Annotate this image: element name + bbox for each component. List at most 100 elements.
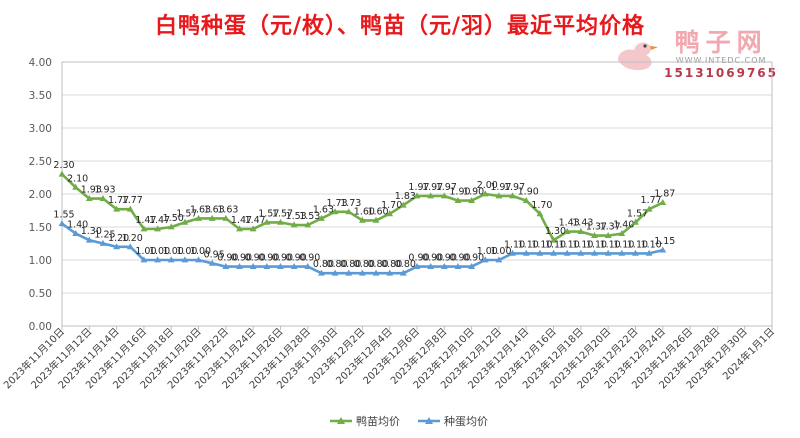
data-label-duckling: 1.47	[135, 215, 156, 226]
data-point-egg	[290, 263, 298, 269]
watermark-logo: 鸭子网 WWW.INTEDC.COM 15131069765	[618, 30, 778, 80]
data-point-duckling	[577, 228, 585, 235]
data-label-egg: 1.25	[94, 230, 115, 241]
data-label-duckling: 1.73	[340, 198, 361, 209]
data-label-egg: 0.90	[245, 253, 266, 264]
data-point-duckling	[468, 197, 476, 203]
data-point-duckling	[167, 223, 175, 230]
data-point-egg	[249, 263, 257, 269]
data-label-duckling: 1.43	[559, 218, 580, 229]
data-point-duckling	[372, 216, 380, 223]
data-label-duckling: 1.97	[422, 182, 443, 193]
data-point-duckling	[604, 231, 612, 238]
data-point-duckling	[481, 190, 489, 197]
data-point-duckling	[386, 210, 394, 217]
data-point-egg	[331, 269, 339, 276]
data-label-duckling: 1.97	[436, 182, 457, 193]
data-point-duckling	[154, 225, 161, 232]
data-point-duckling	[563, 228, 571, 235]
data-label-egg: 1.15	[654, 236, 675, 247]
data-point-egg	[399, 269, 407, 276]
data-point-egg	[154, 256, 161, 263]
data-label-egg: 1.00	[163, 246, 184, 257]
data-label-duckling: 1.47	[149, 215, 170, 226]
data-point-duckling	[427, 192, 435, 199]
data-label-egg: 1.00	[176, 246, 197, 257]
data-label-egg: 1.10	[504, 239, 525, 250]
data-label-duckling: 1.97	[408, 182, 429, 193]
data-point-egg	[604, 249, 612, 256]
data-label-egg: 0.90	[286, 253, 307, 264]
data-point-egg	[563, 249, 571, 256]
data-point-duckling	[249, 225, 257, 232]
data-point-egg	[509, 249, 516, 256]
data-label-duckling: 1.63	[313, 204, 334, 215]
data-label-egg: 0.90	[422, 253, 443, 264]
legend-marker-egg	[425, 417, 433, 424]
data-label-egg: 1.10	[545, 239, 566, 250]
data-point-egg	[236, 263, 243, 269]
data-point-egg	[222, 263, 230, 269]
data-point-duckling	[632, 218, 639, 225]
data-label-duckling: 1.90	[463, 187, 484, 198]
data-point-duckling	[277, 218, 284, 225]
data-point-egg	[358, 269, 366, 276]
data-label-duckling: 1.93	[94, 185, 115, 196]
data-label-duckling: 1.40	[613, 220, 634, 231]
data-label-egg: 0.90	[258, 253, 279, 264]
data-point-egg	[72, 230, 80, 236]
data-point-duckling	[290, 221, 298, 228]
data-label-egg: 0.80	[313, 259, 334, 270]
data-label-duckling: 1.57	[258, 208, 279, 219]
data-label-duckling: 1.57	[272, 208, 293, 219]
data-point-egg	[618, 249, 626, 256]
data-point-egg	[427, 263, 435, 269]
data-label-duckling: 1.50	[163, 213, 184, 224]
data-point-duckling	[413, 192, 421, 199]
data-point-duckling	[263, 218, 271, 225]
data-label-duckling: 1.90	[449, 187, 470, 198]
data-point-duckling	[495, 192, 503, 199]
chart-title: 白鸭种蛋（元/枚）、鸭苗（元/羽）最近平均价格	[154, 14, 646, 39]
legend-label-egg: 种蛋均价	[444, 414, 488, 428]
data-point-duckling	[331, 208, 339, 215]
legend-marker-duckling	[337, 417, 345, 424]
data-label-duckling: 1.63	[190, 204, 211, 215]
data-point-egg	[454, 263, 462, 269]
data-label-egg: 0.90	[299, 253, 320, 264]
data-point-egg	[113, 243, 121, 250]
data-label-duckling: 1.77	[108, 195, 129, 206]
data-label-egg: 1.20	[122, 233, 143, 244]
data-point-egg	[277, 263, 284, 269]
data-point-duckling	[222, 214, 230, 221]
data-label-egg: 1.10	[586, 239, 607, 250]
data-point-egg	[413, 263, 421, 269]
data-point-duckling	[454, 197, 462, 203]
data-label-egg: 0.90	[217, 253, 238, 264]
data-label-duckling: 1.97	[504, 182, 525, 193]
data-point-duckling	[113, 205, 121, 212]
y-tick-label: 1.00	[29, 255, 52, 267]
data-label-egg: 1.00	[190, 246, 211, 257]
data-point-duckling	[318, 214, 325, 221]
data-label-egg: 0.80	[367, 259, 388, 270]
data-point-duckling	[126, 205, 134, 212]
data-point-duckling	[72, 183, 80, 190]
data-label-duckling: 2.10	[67, 173, 88, 184]
y-tick-label: 3.50	[29, 90, 52, 102]
data-point-egg	[126, 243, 134, 250]
data-point-egg	[167, 256, 175, 263]
data-point-egg	[372, 269, 380, 276]
watermark-phone: 15131069765	[664, 66, 778, 80]
data-point-egg	[577, 249, 585, 256]
data-label-duckling: 1.47	[245, 215, 266, 226]
data-label-egg: 1.55	[53, 210, 74, 221]
data-point-egg	[304, 263, 312, 269]
data-label-duckling: 1.97	[490, 182, 511, 193]
y-tick-label: 0.00	[29, 321, 52, 333]
data-label-duckling: 1.77	[641, 195, 662, 206]
data-label-egg: 1.20	[108, 233, 129, 244]
data-label-duckling: 2.00	[477, 180, 498, 191]
data-label-duckling: 1.93	[81, 185, 102, 196]
